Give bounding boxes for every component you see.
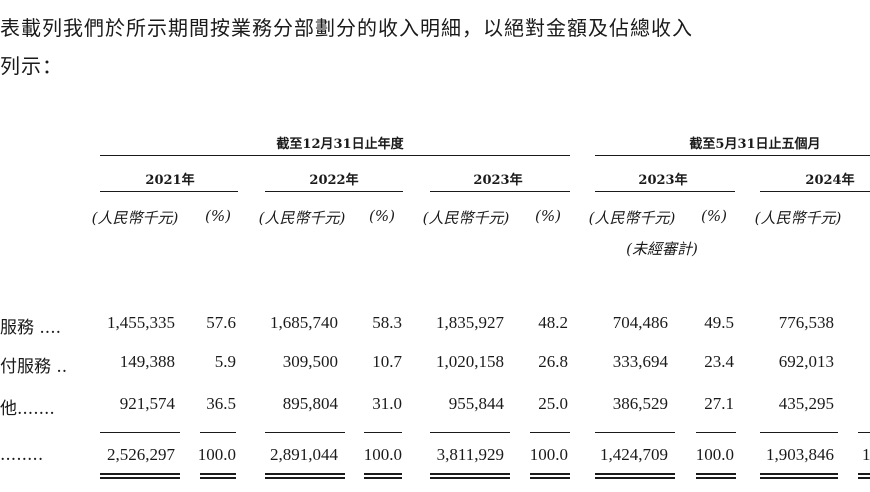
- double-underline: [595, 473, 675, 479]
- cell: 704,486: [612, 313, 668, 332]
- subtotal-rule: [265, 432, 345, 433]
- unit-amount-2021: (人民幣千元): [91, 209, 179, 227]
- subtotal-rule: [100, 432, 180, 433]
- group-rule-five-months: [595, 155, 870, 156]
- double-underline: [858, 473, 870, 479]
- cell-total: 100.0: [363, 445, 402, 464]
- subtotal-rule: [200, 432, 236, 433]
- double-underline: [760, 473, 838, 479]
- year-rule-2024-interim: [760, 191, 870, 192]
- double-underline: [265, 473, 345, 479]
- year-rule-2023-interim: [595, 191, 735, 192]
- unit-amount-2024-interim: (人民幣千元): [754, 209, 842, 227]
- subtotal-rule: [858, 432, 870, 433]
- year-rule-2021: [100, 191, 238, 192]
- cell: 1,020,158: [436, 352, 504, 371]
- year-rule-2022: [265, 191, 403, 192]
- cell: 1,685,740: [270, 313, 338, 332]
- cell: 57.6: [206, 313, 236, 332]
- unit-percent-2023-interim: (%): [701, 207, 727, 225]
- intro-line-2: 列示：: [0, 54, 63, 78]
- cell-total: 100.0: [695, 445, 734, 464]
- subtotal-rule: [595, 432, 675, 433]
- cell: 27.1: [704, 394, 734, 413]
- double-underline: [364, 473, 402, 479]
- cell: 1,455,335: [107, 313, 175, 332]
- unaudited-note: (未經審計): [626, 240, 698, 258]
- subtotal-rule: [430, 432, 510, 433]
- cell: 309,500: [282, 352, 338, 371]
- unit-percent-2021: (%): [205, 207, 231, 225]
- unit-percent-2022: (%): [369, 207, 395, 225]
- cell: 49.5: [704, 313, 734, 332]
- cell: 23.4: [704, 352, 734, 371]
- cell: 48.2: [538, 313, 568, 332]
- group-header-year: 截至12月31日止年度: [276, 137, 404, 152]
- year-header-2022: 2022年: [309, 173, 359, 188]
- cell: 36.5: [206, 394, 236, 413]
- cell-total: 3,811,929: [436, 445, 504, 464]
- cell: 1,835,927: [436, 313, 504, 332]
- subtotal-rule: [696, 432, 736, 433]
- row-label-services: 服務 ....: [0, 318, 62, 338]
- group-rule-year: [100, 155, 570, 156]
- cell-total: 100.0: [197, 445, 236, 464]
- cell: 58.3: [372, 313, 402, 332]
- double-underline: [200, 473, 236, 479]
- year-header-2023: 2023年: [473, 173, 523, 188]
- row-label-others: 他.......: [0, 399, 55, 419]
- cell: 921,574: [119, 394, 175, 413]
- cell-total: 2,891,044: [270, 445, 338, 464]
- intro-line-1: 表載列我們於所示期間按業務分部劃分的收入明細，以絕對金額及佔總收入: [0, 16, 693, 40]
- row-label-total: ........: [0, 445, 44, 465]
- cell-total: 1,424,709: [600, 445, 668, 464]
- subtotal-rule: [364, 432, 402, 433]
- cell: 26.8: [538, 352, 568, 371]
- cell-total: 2,526,297: [107, 445, 175, 464]
- subtotal-rule: [530, 432, 570, 433]
- cell-total: 100.0: [529, 445, 568, 464]
- cell: 435,295: [778, 394, 834, 413]
- cell: 386,529: [612, 394, 668, 413]
- unit-amount-2023: (人民幣千元): [422, 209, 510, 227]
- unit-amount-2022: (人民幣千元): [258, 209, 346, 227]
- cell-total: 1: [862, 445, 870, 464]
- cell: 895,804: [282, 394, 338, 413]
- row-label-payment-services: 付服務 ..: [0, 357, 68, 377]
- year-rule-2023: [430, 191, 570, 192]
- cell: 955,844: [448, 394, 504, 413]
- double-underline: [530, 473, 570, 479]
- unit-percent-2023: (%): [535, 207, 561, 225]
- group-header-five-months: 截至5月31日止五個月: [689, 137, 821, 152]
- cell: 692,013: [778, 352, 834, 371]
- double-underline: [696, 473, 736, 479]
- year-header-2023-interim: 2023年: [638, 173, 688, 188]
- cell: 25.0: [538, 394, 568, 413]
- double-underline: [100, 473, 180, 479]
- cell: 149,388: [119, 352, 175, 371]
- subtotal-rule: [760, 432, 838, 433]
- cell-total: 1,903,846: [766, 445, 834, 464]
- year-header-2021: 2021年: [145, 173, 195, 188]
- double-underline: [430, 473, 510, 479]
- year-header-2024-interim: 2024年: [805, 173, 855, 188]
- cell: 10.7: [372, 352, 402, 371]
- cell: 31.0: [372, 394, 402, 413]
- cell: 776,538: [778, 313, 834, 332]
- cell: 5.9: [214, 352, 236, 371]
- unit-amount-2023-interim: (人民幣千元): [588, 209, 676, 227]
- cell: 333,694: [612, 352, 668, 371]
